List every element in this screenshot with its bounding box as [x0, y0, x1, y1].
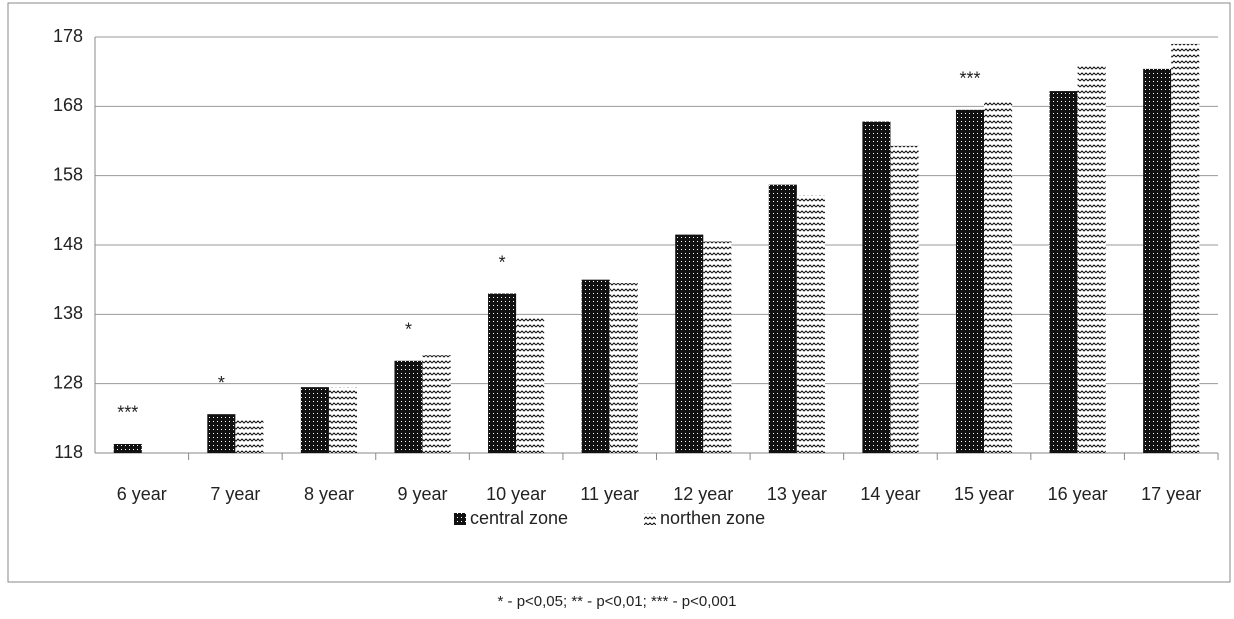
significance-label: * — [499, 252, 506, 272]
significance-label: *** — [959, 69, 980, 89]
bar — [890, 145, 919, 453]
legend-swatch — [454, 513, 466, 525]
x-tick-label: 6 year — [117, 484, 167, 504]
bar — [516, 315, 545, 453]
y-tick-label: 158 — [53, 164, 83, 184]
bar — [1171, 43, 1200, 453]
bar — [1143, 68, 1172, 453]
bar — [328, 387, 358, 453]
x-tick-label: 15 year — [954, 484, 1014, 504]
significance-label: * — [405, 320, 412, 340]
bar — [1077, 64, 1106, 453]
significance-label: * — [218, 373, 225, 393]
bar — [768, 184, 797, 453]
footnote: * - p<0,05; ** - p<0,01; *** - p<0,001 — [498, 593, 737, 610]
bar — [609, 283, 638, 453]
x-tick-label: 16 year — [1048, 484, 1108, 504]
bar — [300, 387, 329, 453]
bar — [796, 195, 825, 453]
x-tick-label: 8 year — [304, 484, 354, 504]
y-tick-label: 138 — [53, 303, 83, 323]
y-tick-label: 118 — [54, 442, 83, 462]
bar — [862, 121, 891, 453]
bar — [488, 293, 517, 453]
bar — [113, 443, 142, 453]
x-tick-label: 12 year — [673, 484, 733, 504]
bar — [1049, 91, 1078, 453]
bar — [581, 279, 610, 453]
bar — [955, 109, 985, 454]
significance-label: *** — [117, 403, 138, 423]
x-tick-label: 17 year — [1141, 484, 1201, 504]
bar — [422, 355, 451, 453]
legend-swatch — [644, 513, 656, 525]
x-tick-label: 9 year — [398, 484, 448, 504]
x-tick-label: 14 year — [860, 484, 920, 504]
bar — [984, 102, 1013, 453]
x-tick-label: 10 year — [486, 484, 546, 504]
y-tick-label: 178 — [53, 26, 83, 46]
bar — [703, 241, 732, 453]
bar — [394, 360, 423, 453]
chart-border — [7, 2, 1231, 583]
x-tick-label: 11 year — [580, 484, 639, 504]
y-tick-label: 148 — [53, 234, 83, 254]
legend-label: central zone — [470, 508, 568, 528]
bar — [675, 234, 704, 453]
y-tick-label: 168 — [53, 95, 83, 115]
bar — [235, 419, 264, 453]
legend-label: northen zone — [660, 508, 765, 528]
bar — [207, 414, 236, 453]
x-tick-label: 7 year — [210, 484, 260, 504]
x-tick-label: 13 year — [767, 484, 827, 504]
y-tick-label: 128 — [53, 372, 83, 392]
